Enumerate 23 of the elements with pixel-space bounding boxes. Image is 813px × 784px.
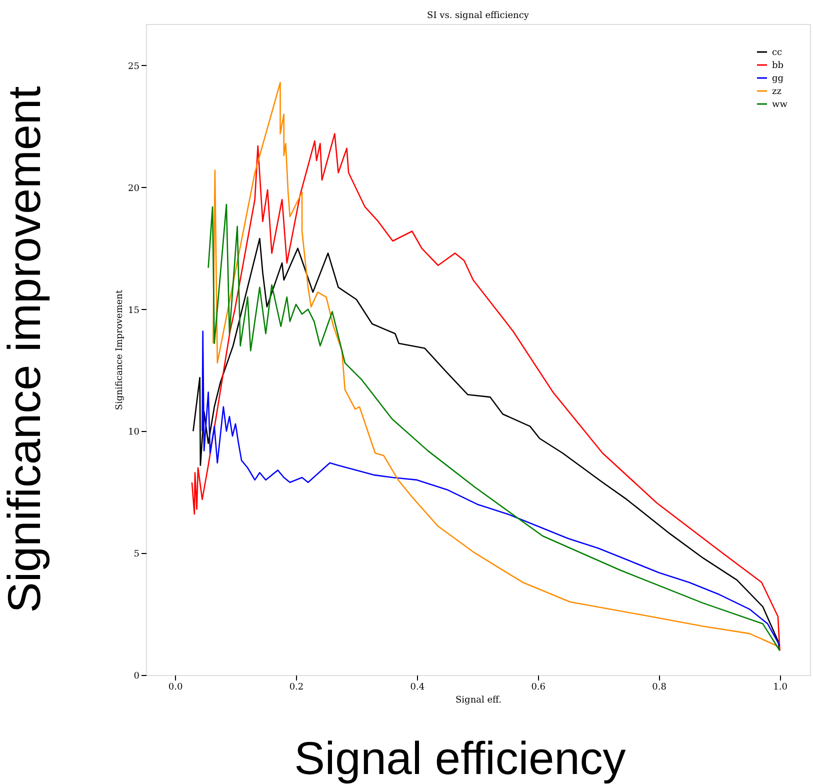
y-tick-label: 15 <box>128 306 140 316</box>
y-tick-label: 10 <box>128 428 140 438</box>
legend-label: zz <box>772 87 782 97</box>
y-tick-label: 5 <box>134 550 140 560</box>
legend-label: bb <box>772 61 784 71</box>
legend-label: ww <box>772 100 788 110</box>
y-tick-label: 0 <box>134 672 140 682</box>
x-tick-label: 0.2 <box>289 682 304 692</box>
x-tick-label: 0.0 <box>168 682 183 692</box>
y-tick-label: 20 <box>128 184 140 194</box>
x-tick-label: 0.8 <box>652 682 667 692</box>
line-series <box>202 330 780 646</box>
x-tick-label: 0.6 <box>531 682 546 692</box>
legend-label: cc <box>772 48 782 58</box>
x-tick-label: 0.4 <box>410 682 425 692</box>
y-tick-label: 25 <box>128 62 140 72</box>
legend-label: gg <box>772 74 784 84</box>
x-axis-title: Signal eff. <box>456 696 502 706</box>
text: Signal efficiency <box>294 732 626 784</box>
x-tick-label: 1.0 <box>773 682 788 692</box>
y-axis-title: Significance Improvement <box>115 290 126 410</box>
text: Significance improvement <box>0 86 50 613</box>
chart-title: SI vs. signal efficiency <box>427 11 530 21</box>
